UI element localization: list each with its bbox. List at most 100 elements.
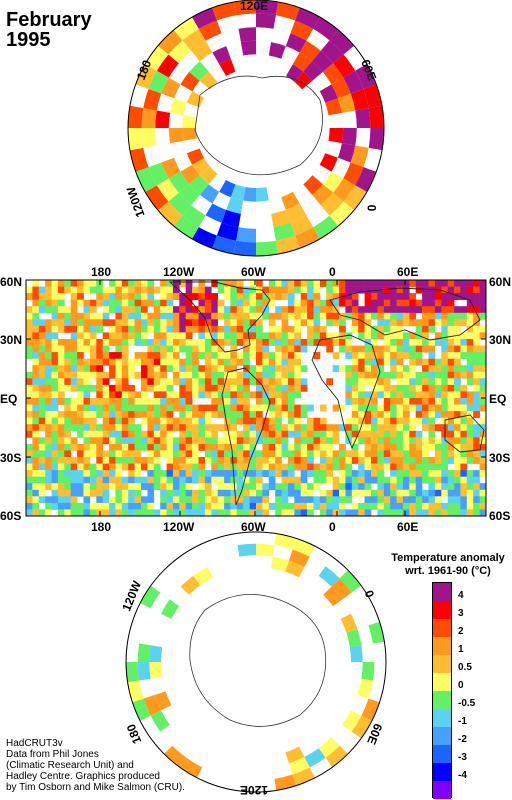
grid-cell (141, 306, 148, 314)
grid-cell (256, 306, 263, 314)
grid-cell (300, 496, 308, 504)
grid-cell (275, 443, 282, 451)
polar-cell (350, 145, 369, 168)
polar-cell (290, 20, 314, 41)
grid-cell (96, 352, 103, 359)
grid-cell (294, 430, 301, 438)
grid-cell (70, 424, 78, 432)
grid-cell (198, 319, 206, 327)
grid-cell (402, 384, 410, 392)
grid-cell (153, 306, 161, 314)
grid-cell (447, 443, 455, 451)
grid-cell (26, 293, 33, 300)
grid-cell (447, 378, 455, 386)
grid-cell (185, 293, 193, 300)
grid-cell (45, 437, 52, 445)
grid-cell (172, 371, 180, 379)
grid-cell (364, 437, 372, 445)
grid-cell (57, 286, 65, 294)
grid-cell (294, 280, 301, 287)
grid-cell (358, 430, 365, 438)
top-lon-60e: 60E (397, 265, 419, 279)
grid-cell (358, 437, 365, 445)
grid-cell (115, 489, 123, 497)
grid-cell (294, 332, 301, 340)
grid-cell (147, 509, 155, 516)
legend-swatch (433, 745, 451, 763)
polar-cell (368, 128, 384, 151)
grid-cell (83, 470, 91, 477)
grid-cell (345, 384, 353, 392)
polar-cell (274, 774, 297, 791)
grid-cell (83, 457, 91, 464)
grid-cell (300, 463, 308, 471)
grid-cell (300, 476, 308, 484)
polar-cell (193, 567, 213, 586)
grid-cell (479, 384, 486, 392)
grid-cell (409, 443, 416, 451)
grid-cell (121, 378, 129, 386)
grid-cell (441, 280, 448, 287)
grid-cell (51, 299, 59, 307)
grid-cell (377, 450, 385, 458)
grid-cell (256, 509, 263, 516)
grid-cell (479, 424, 486, 432)
grid-cell (281, 352, 289, 359)
grid-cell (147, 325, 155, 333)
grid-cell (198, 365, 206, 373)
grid-cell (134, 312, 142, 320)
grid-cell (51, 286, 59, 294)
grid-cell (390, 450, 397, 458)
grid-cell (332, 280, 340, 287)
grid-cell (256, 424, 263, 432)
grid-cell (83, 371, 91, 379)
grid-cell (345, 299, 353, 307)
grid-cell (294, 489, 301, 497)
grid-cell (172, 339, 180, 346)
grid-cell (236, 411, 244, 418)
grid-cell (26, 509, 33, 516)
grid-cell (224, 352, 231, 359)
grid-cell (204, 502, 212, 510)
grid-cell (153, 391, 161, 399)
grid-cell (396, 319, 404, 327)
antarctic-coastline (189, 594, 327, 727)
grid-cell (409, 476, 416, 484)
right-lat-30s: 30S (489, 451, 511, 465)
grid-cell (217, 371, 225, 379)
grid-cell (147, 280, 155, 287)
polar-cell (275, 235, 300, 255)
grid-cell (179, 437, 186, 445)
grid-cell (236, 417, 244, 425)
grid-cell (383, 286, 391, 294)
grid-cell (217, 443, 225, 451)
grid-cell (454, 502, 461, 510)
polar-cell (173, 17, 199, 41)
polar-cell (285, 746, 305, 764)
grid-cell (45, 443, 52, 451)
grid-cell (109, 280, 116, 287)
legend-title-line2: wrt. 1961-90 (°C) (405, 565, 491, 577)
polar-cell (343, 162, 364, 186)
grid-cell (473, 352, 480, 359)
grid-cell (428, 470, 436, 477)
grid-cell (409, 384, 416, 392)
polar-cell (216, 222, 239, 241)
grid-cell (402, 404, 410, 412)
grid-cell (249, 424, 257, 432)
grid-cell (396, 280, 404, 287)
grid-cell (422, 371, 429, 379)
grid-cell (77, 325, 84, 333)
grid-cell (402, 483, 410, 491)
grid-cell (460, 312, 468, 320)
grid-cell (230, 430, 238, 438)
grid-cell (268, 411, 276, 418)
left-lat-60s: 60S (0, 509, 22, 523)
grid-cell (51, 463, 59, 471)
polar-cell (212, 46, 231, 65)
grid-cell (428, 365, 436, 373)
grid-cell (377, 424, 385, 432)
grid-cell (383, 332, 391, 340)
grid-cell (64, 404, 71, 412)
grid-cell (45, 391, 52, 399)
